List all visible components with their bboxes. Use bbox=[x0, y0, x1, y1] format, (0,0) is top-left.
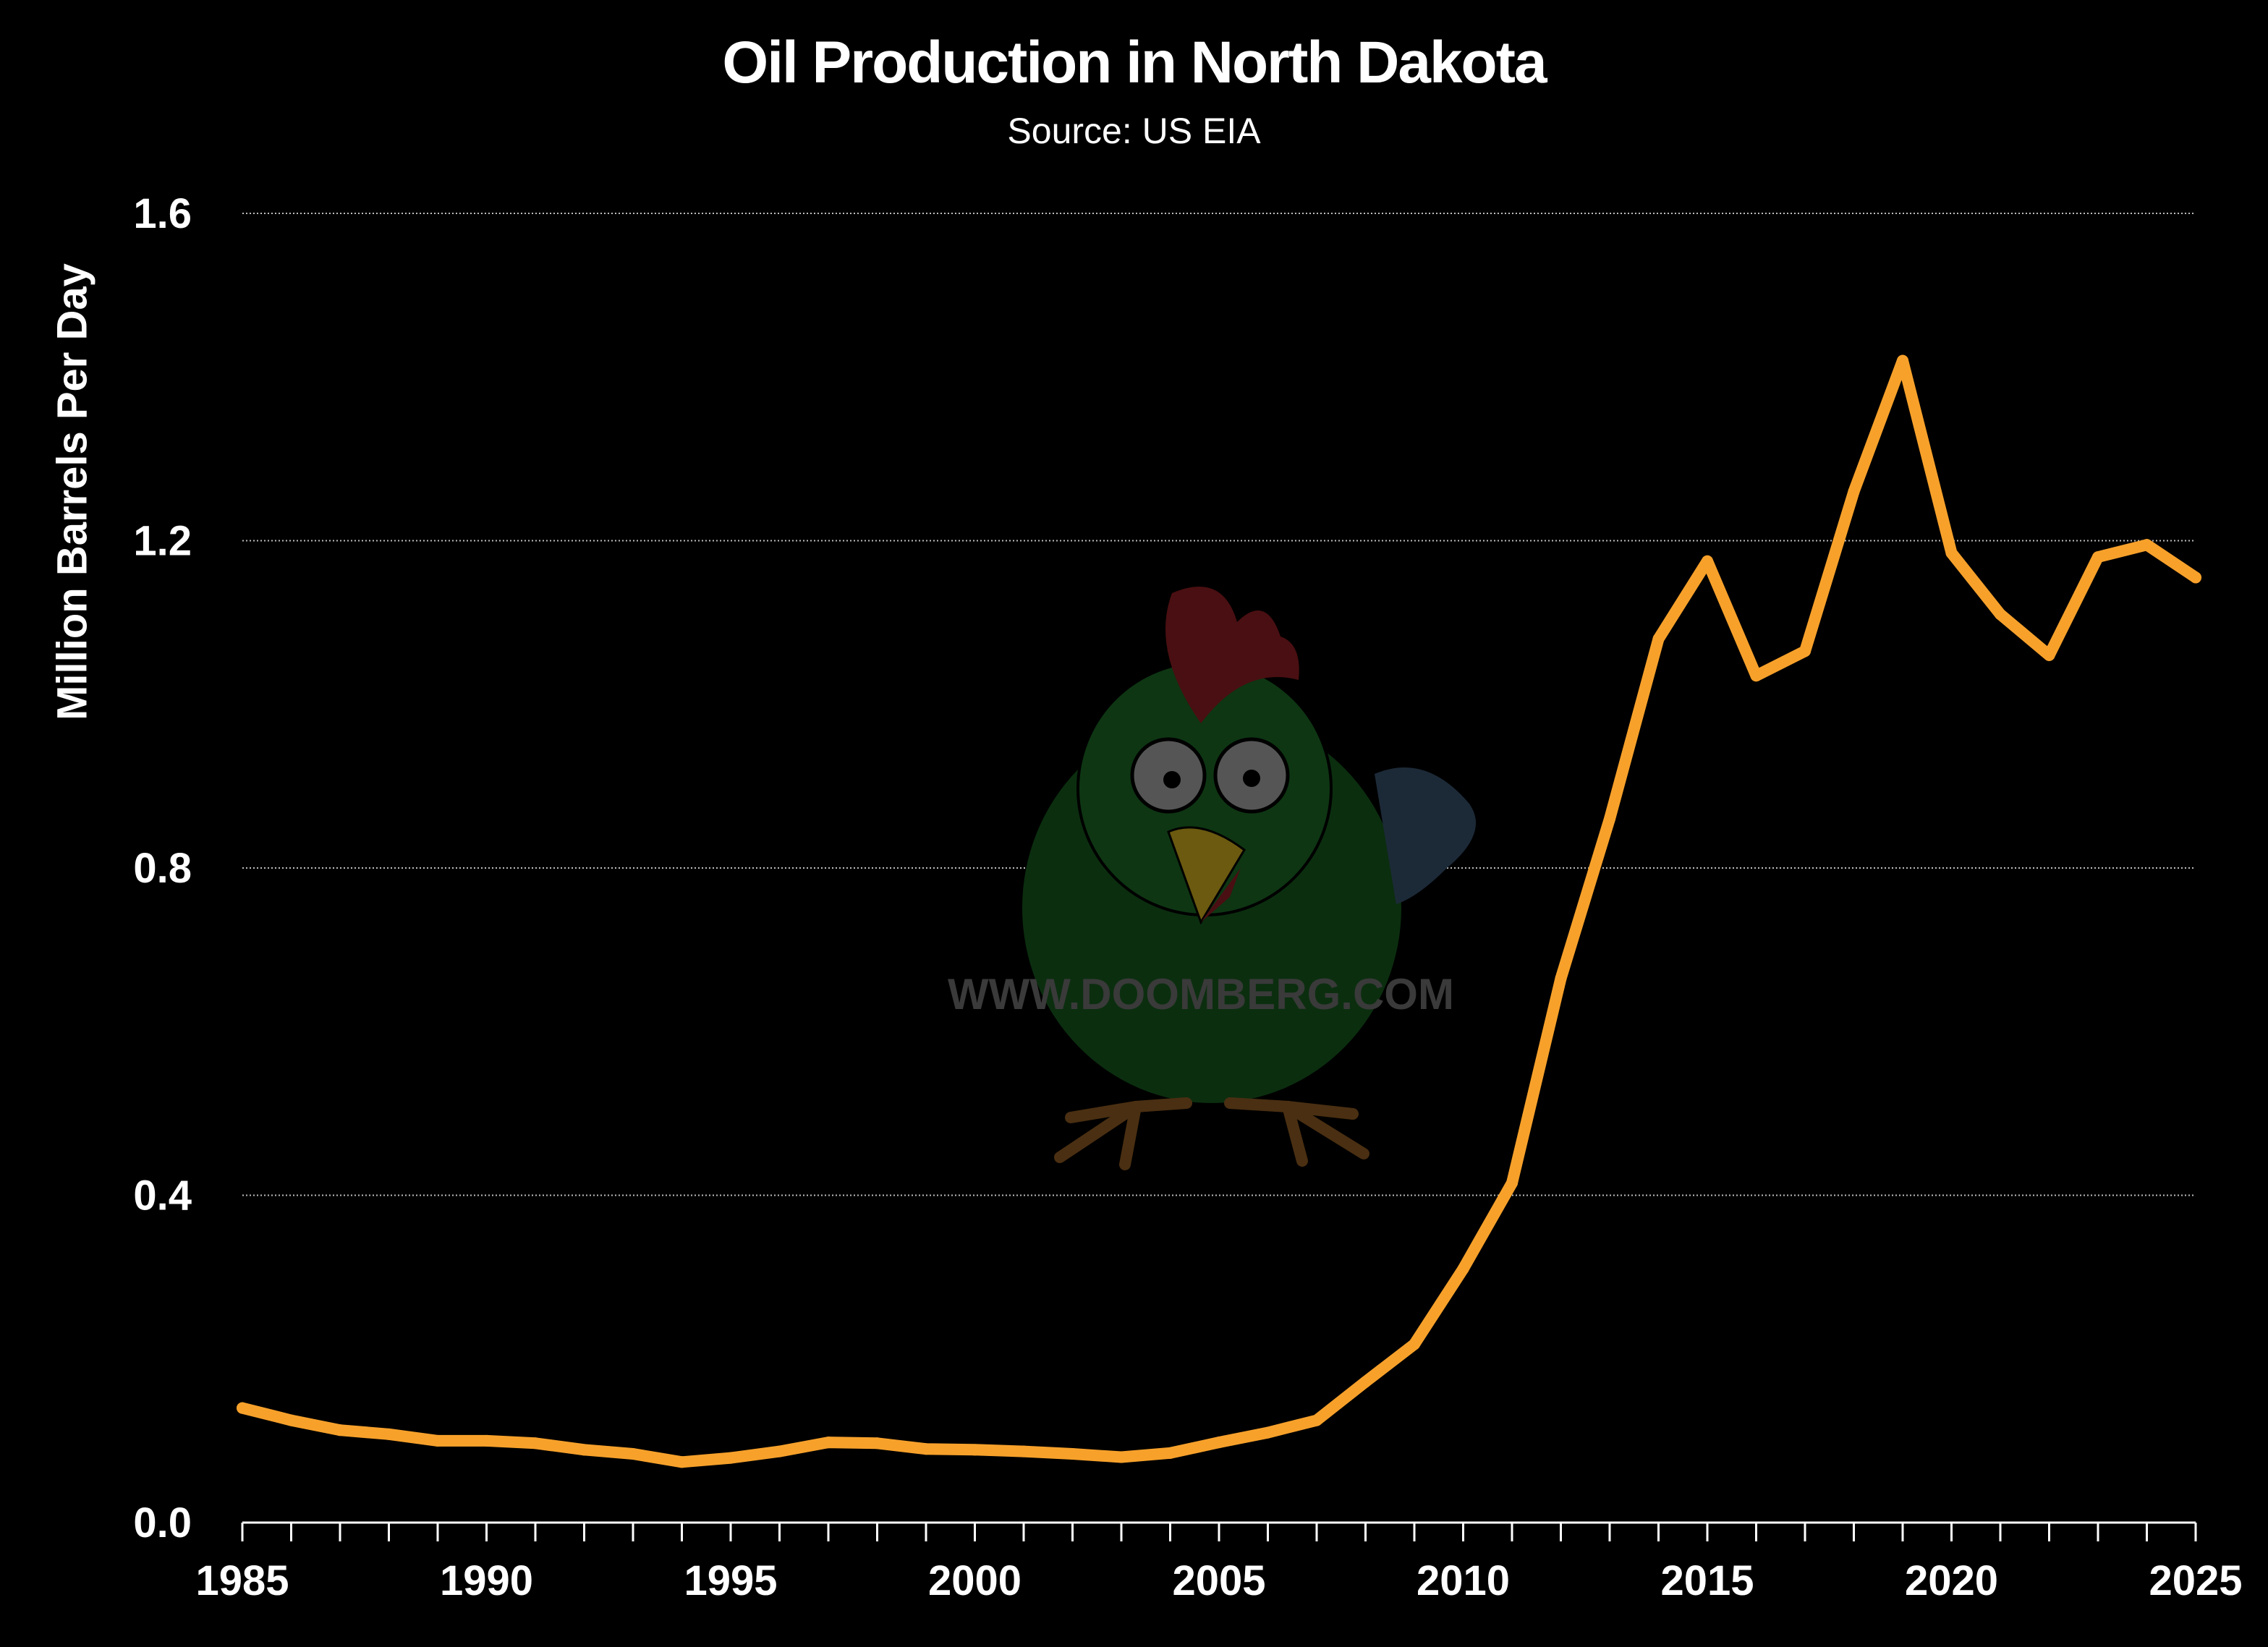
gridlines bbox=[242, 213, 2196, 1196]
data-point bbox=[1897, 354, 1908, 367]
x-tick-label: 2015 bbox=[1660, 1557, 1754, 1604]
watermark-chicken-logo: WWW.DOOMBERG.COM bbox=[948, 587, 1476, 1170]
x-tick-label: 1990 bbox=[440, 1557, 533, 1604]
data-point bbox=[237, 1402, 248, 1414]
y-tick-label: 1.2 bbox=[133, 518, 192, 565]
data-point bbox=[1116, 1451, 1127, 1463]
y-tick-label: 0.8 bbox=[133, 845, 192, 892]
data-point bbox=[1359, 1376, 1372, 1388]
data-point bbox=[1066, 1447, 1079, 1460]
x-tick-label: 1985 bbox=[195, 1557, 289, 1604]
data-point bbox=[432, 1434, 443, 1447]
data-point bbox=[1506, 1177, 1518, 1189]
data-point bbox=[1262, 1426, 1274, 1439]
data-point bbox=[725, 1452, 736, 1464]
x-axis-labels: 1985 1990 1995 2000 2005 2010 2015 2020 2025 bbox=[195, 1557, 2242, 1604]
x-axis bbox=[241, 1521, 2197, 1541]
chicken-pupil-right bbox=[1243, 770, 1260, 787]
data-point bbox=[1213, 1437, 1225, 1449]
chicken-pupil-left bbox=[1163, 771, 1181, 788]
chart-subtitle: Source: US EIA bbox=[1007, 111, 1261, 151]
x-tick-label: 2005 bbox=[1172, 1557, 1265, 1604]
data-point bbox=[2043, 649, 2055, 661]
data-point bbox=[2141, 539, 2153, 551]
x-tick-label: 2000 bbox=[928, 1557, 1022, 1604]
data-point bbox=[1457, 1263, 1469, 1275]
data-point bbox=[1311, 1414, 1322, 1426]
data-point bbox=[1799, 645, 1811, 657]
data-point bbox=[578, 1444, 590, 1456]
data-point bbox=[1409, 1338, 1420, 1350]
chicken-beak bbox=[1167, 826, 1246, 925]
x-tick-label: 2025 bbox=[2149, 1557, 2242, 1604]
series bbox=[237, 354, 2201, 1468]
data-point bbox=[1750, 670, 1762, 682]
data-point bbox=[1164, 1447, 1176, 1459]
data-point bbox=[627, 1447, 639, 1460]
y-tick-label: 1.6 bbox=[133, 190, 192, 237]
data-point bbox=[773, 1445, 786, 1457]
data-point bbox=[969, 1444, 981, 1456]
data-point bbox=[530, 1437, 541, 1450]
data-point bbox=[2092, 551, 2104, 563]
x-tick-label: 2010 bbox=[1417, 1557, 1510, 1604]
y-tick-label: 0.4 bbox=[133, 1173, 192, 1220]
chicken-legs bbox=[1054, 1097, 1369, 1170]
data-point bbox=[383, 1428, 395, 1440]
data-point bbox=[920, 1443, 932, 1455]
x-tick-label: 1995 bbox=[684, 1557, 777, 1604]
watermark-text: WWW.DOOMBERG.COM bbox=[948, 970, 1454, 1018]
y-axis: 0.0 0.4 0.8 1.2 1.6 bbox=[133, 190, 192, 1546]
data-point bbox=[480, 1434, 493, 1447]
data-point bbox=[285, 1414, 297, 1426]
data-point bbox=[1652, 633, 1665, 645]
chicken-wattle bbox=[1201, 868, 1241, 922]
data-point bbox=[1604, 813, 1615, 825]
y-tick-label: 0.0 bbox=[133, 1499, 192, 1546]
data-point bbox=[1995, 608, 2006, 621]
x-tick-label: 2020 bbox=[1905, 1557, 1998, 1604]
data-point bbox=[334, 1424, 346, 1437]
data-point bbox=[1848, 485, 1860, 498]
data-point bbox=[1945, 547, 1958, 559]
data-point bbox=[1555, 972, 1567, 984]
data-point bbox=[1702, 555, 1713, 567]
chart-title: Oil Production in North Dakota bbox=[722, 30, 1547, 95]
data-point bbox=[676, 1456, 688, 1468]
data-point bbox=[871, 1437, 883, 1450]
data-point bbox=[2190, 571, 2201, 584]
data-point bbox=[823, 1437, 834, 1449]
data-point bbox=[1018, 1445, 1029, 1457]
chicken-comb bbox=[1165, 587, 1299, 723]
chicken-wing bbox=[1375, 767, 1476, 904]
